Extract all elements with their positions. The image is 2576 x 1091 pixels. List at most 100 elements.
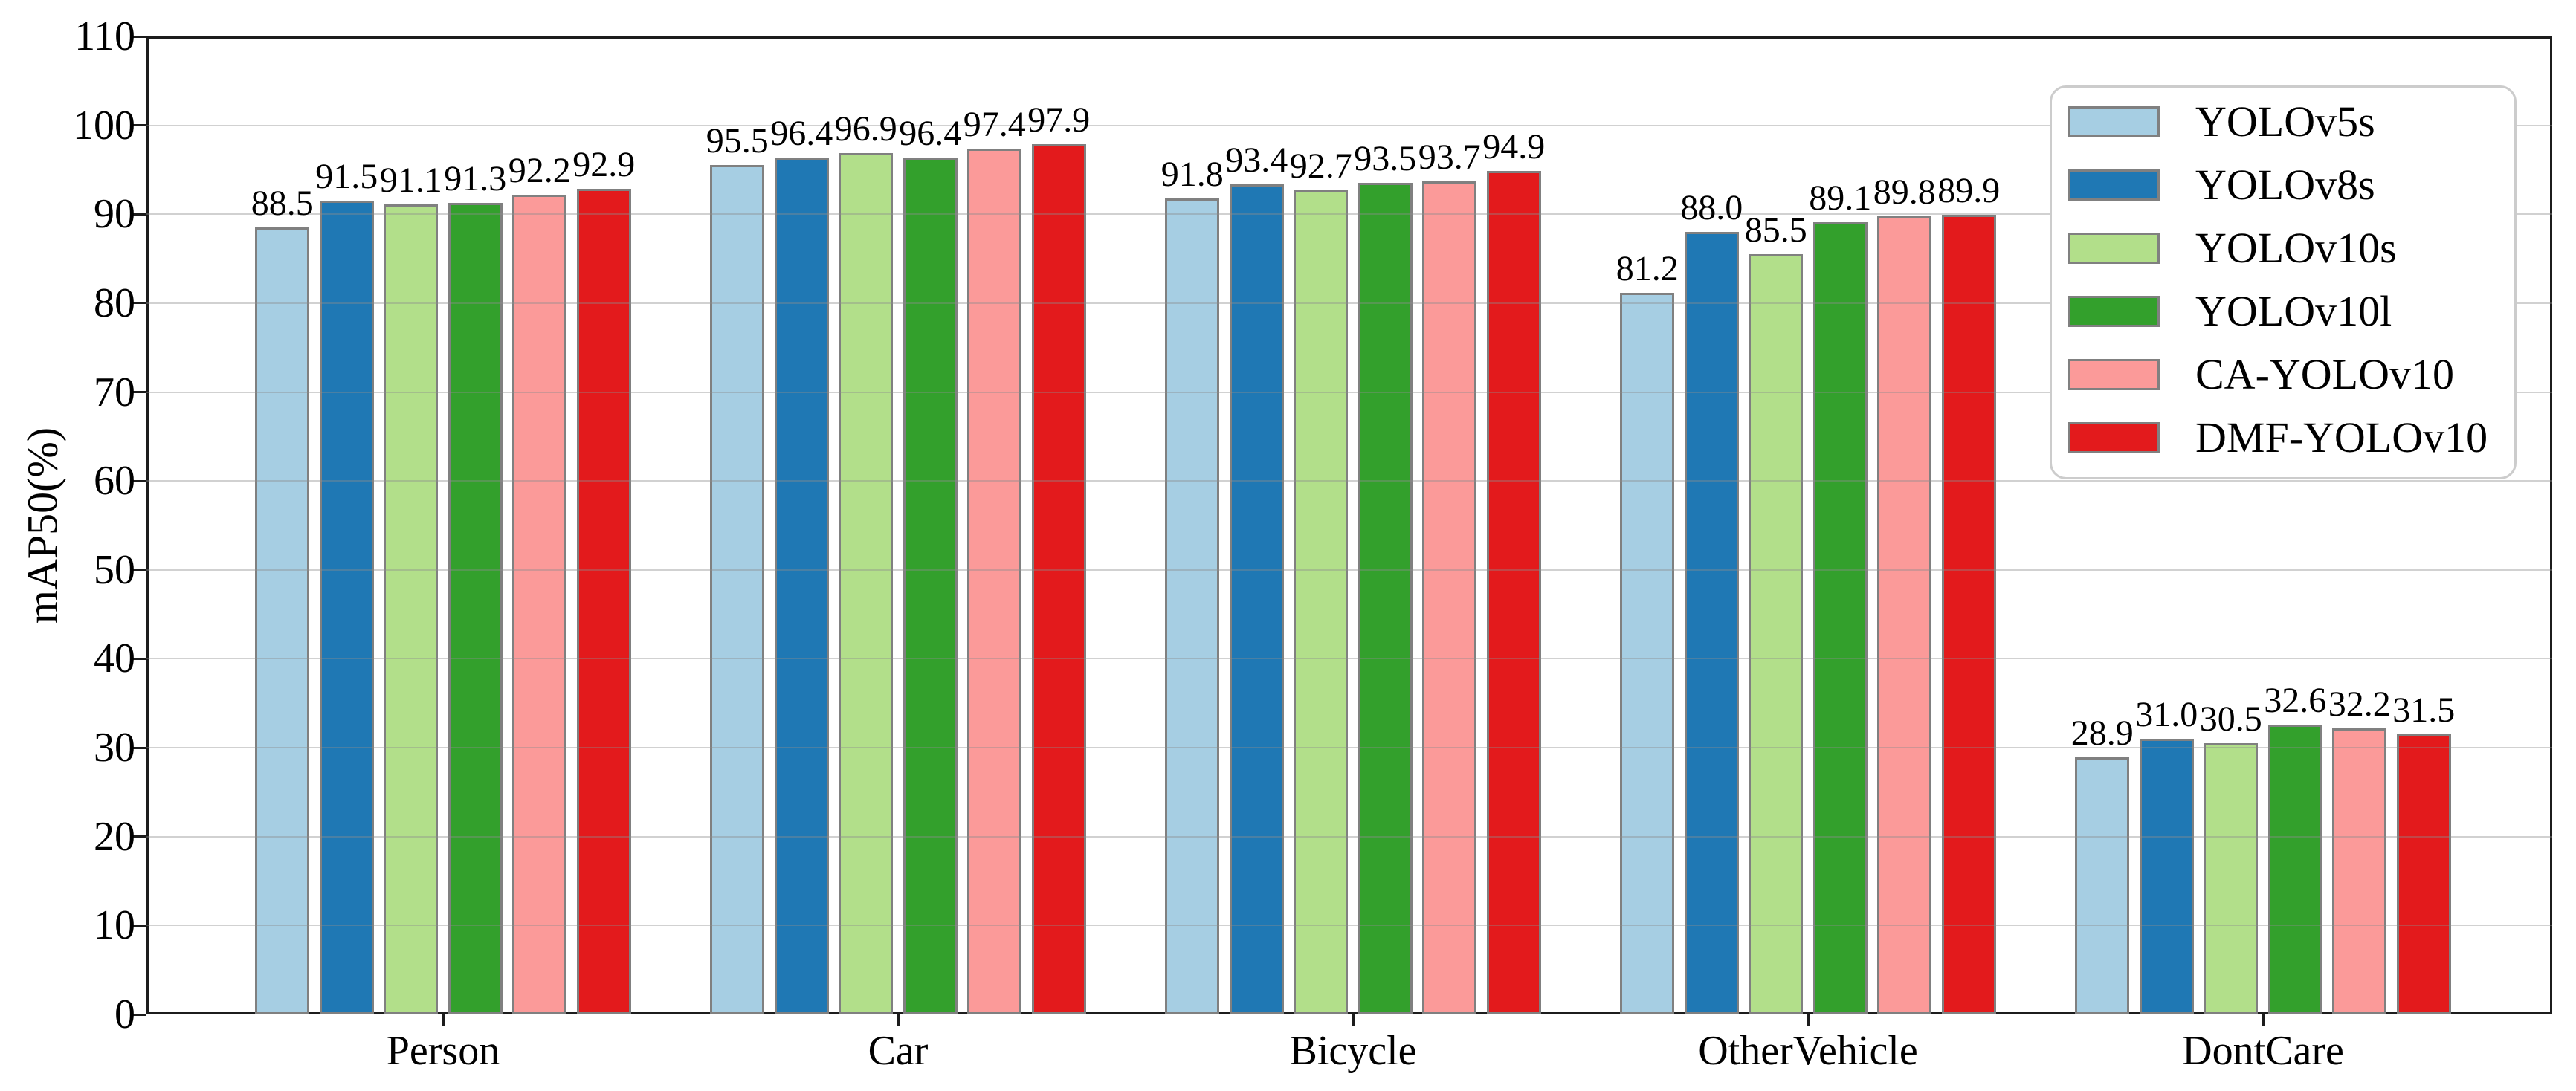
y-tick-label: 110 — [74, 13, 135, 59]
x-tick-mark — [1352, 1014, 1355, 1026]
bar-value-label: 89.9 — [1937, 171, 2001, 211]
gridline — [146, 569, 2552, 571]
bar-value-label: 32.2 — [2328, 684, 2391, 724]
bar-value-label: 93.4 — [1225, 140, 1288, 180]
legend-label: YOLOv5s — [2195, 97, 2375, 146]
y-tick-mark — [132, 391, 146, 394]
bar-value-label: 89.1 — [1809, 178, 1872, 218]
bar-value-label: 92.7 — [1289, 146, 1352, 186]
bar — [319, 201, 374, 1014]
y-tick-mark — [132, 569, 146, 572]
gridline — [146, 835, 2552, 838]
bar-value-label: 95.5 — [706, 121, 769, 161]
bar — [1422, 181, 1477, 1014]
legend-swatch — [2068, 296, 2160, 327]
bar-value-label: 28.9 — [2070, 713, 2134, 754]
bar — [2204, 743, 2259, 1014]
bar-value-label: 91.3 — [444, 158, 507, 198]
bar — [1358, 183, 1413, 1014]
bar — [1812, 222, 1868, 1014]
bar-value-label: 91.1 — [379, 161, 442, 201]
bar-value-label: 92.2 — [508, 150, 571, 190]
bar-value-label: 91.8 — [1161, 154, 1224, 194]
y-tick-mark — [132, 657, 146, 660]
bar-value-label: 97.4 — [963, 104, 1026, 144]
bar — [2332, 728, 2387, 1014]
y-tick-label: 10 — [94, 902, 135, 949]
x-tick-mark — [897, 1014, 900, 1026]
x-tick-label: DontCare — [2182, 1028, 2344, 1074]
bar-value-label: 31.0 — [2135, 695, 2198, 735]
legend-label: YOLOv8s — [2195, 161, 2375, 209]
bar-value-label: 93.7 — [1418, 137, 1481, 177]
bar — [774, 157, 829, 1014]
legend-swatch — [2068, 359, 2160, 390]
bar — [903, 157, 958, 1014]
legend-label: YOLOv10s — [2195, 224, 2397, 272]
x-tick-label: Car — [868, 1028, 929, 1074]
y-tick-mark — [132, 479, 146, 482]
x-tick-label: OtherVehicle — [1698, 1028, 1918, 1074]
y-tick-label: 60 — [94, 458, 135, 505]
bar — [1229, 184, 1284, 1014]
bar — [1486, 170, 1541, 1014]
y-tick-label: 80 — [94, 279, 135, 326]
bar-value-label: 94.9 — [1482, 126, 1546, 166]
y-tick-mark — [132, 835, 146, 838]
y-tick-mark — [132, 924, 146, 927]
bar — [1620, 292, 1675, 1014]
bar-value-label: 81.2 — [1615, 248, 1679, 288]
bar — [512, 194, 567, 1014]
legend-label: DMF-YOLOv10 — [2195, 413, 2488, 462]
gridline — [146, 302, 2552, 304]
bar-value-label: 88.0 — [1680, 188, 1743, 228]
y-tick-mark — [132, 746, 146, 749]
legend-swatch — [2068, 422, 2160, 453]
bar-value-label: 85.5 — [1744, 210, 1807, 250]
gridline — [146, 213, 2552, 216]
bar — [1877, 216, 1932, 1014]
plot-area — [146, 36, 2552, 1014]
bar-value-label: 92.9 — [572, 144, 636, 184]
bar-value-label: 96.4 — [770, 113, 833, 153]
y-tick-label: 20 — [94, 813, 135, 860]
legend-label: YOLOv10l — [2195, 287, 2392, 335]
bar-value-label: 89.8 — [1873, 172, 1936, 212]
y-tick-mark — [132, 124, 146, 127]
gridline — [146, 480, 2552, 482]
bar — [2075, 757, 2130, 1014]
bar-value-label: 96.9 — [834, 109, 897, 149]
bar-value-label: 30.5 — [2199, 699, 2262, 739]
x-tick-mark — [2262, 1014, 2265, 1026]
bar — [1941, 215, 1996, 1014]
gridline — [146, 925, 2552, 927]
y-tick-label: 70 — [94, 369, 135, 415]
bar — [1749, 254, 1804, 1014]
bar-value-label: 31.5 — [2392, 690, 2456, 731]
y-tick-label: 100 — [73, 102, 135, 149]
bar-value-label: 97.9 — [1027, 100, 1091, 140]
bar-value-label: 96.4 — [899, 113, 962, 153]
x-tick-label: Bicycle — [1289, 1028, 1417, 1074]
bar — [448, 202, 503, 1014]
bar — [839, 152, 894, 1014]
bar-value-label: 88.5 — [251, 184, 314, 224]
y-tick-label: 0 — [114, 991, 135, 1037]
y-tick-mark — [132, 1013, 146, 1016]
y-tick-label: 50 — [94, 546, 135, 593]
bar — [2139, 739, 2194, 1014]
y-axis-title: mAP50(%) — [18, 427, 67, 624]
x-tick-mark — [442, 1014, 445, 1026]
gridline — [146, 391, 2552, 393]
gridline — [146, 124, 2552, 126]
legend: YOLOv5s YOLOv8s YOLOv10s YOLOv10l CA-YOLOv10… — [2050, 85, 2517, 479]
bar — [576, 188, 631, 1014]
bar — [384, 204, 439, 1014]
y-tick-label: 90 — [94, 191, 135, 238]
bar — [1684, 232, 1739, 1014]
gridline — [146, 747, 2552, 749]
y-tick-mark — [132, 213, 146, 216]
legend-swatch — [2068, 233, 2160, 264]
y-tick-mark — [132, 302, 146, 305]
y-tick-mark — [132, 35, 146, 38]
